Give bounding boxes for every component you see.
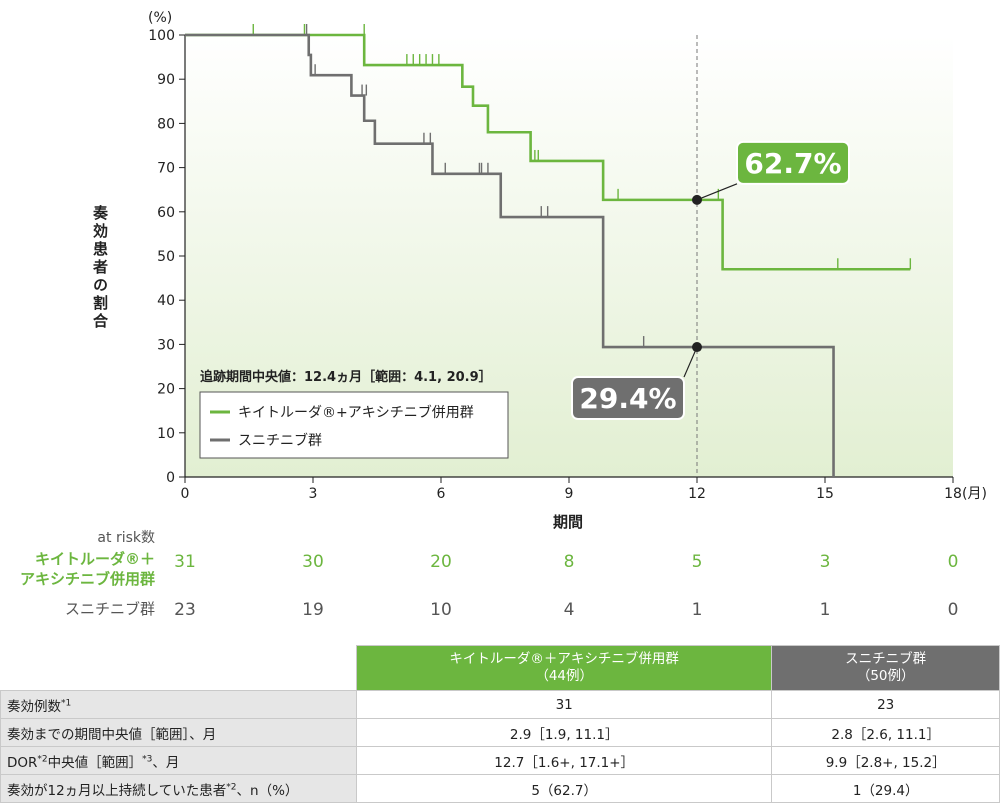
table-row: 奏効例数*1 31 23 <box>0 690 1000 719</box>
column-header-sunitinib-n: （50例） <box>856 668 915 684</box>
y-tick-label: 10 <box>157 426 175 442</box>
at-risk-value: 4 <box>564 600 575 620</box>
callout-point <box>692 342 702 353</box>
x-tick-label: 18 <box>944 486 962 502</box>
table-row: DOR*2中央値［範囲］*3、月 12.7［1.6+, 17.1+］ 9.9［2… <box>0 746 1000 775</box>
callouts: 62.7% 29.4% <box>571 140 850 421</box>
callout-label: 29.4% <box>579 382 676 415</box>
column-header-sunitinib-name: スニチニブ群 <box>845 651 927 667</box>
at-risk-value: 19 <box>302 600 324 620</box>
y-unit-label: (%) <box>148 10 172 26</box>
y-axis-title: 奏効患者の割合 <box>91 204 109 331</box>
cell-pembro: 12.7［1.6+, 17.1+］ <box>355 746 773 775</box>
at-risk-value: 0 <box>948 600 959 620</box>
cell-pembro: 31 <box>355 690 773 719</box>
at-risk-row-label: スニチニブ群 <box>65 600 155 618</box>
row-label: 奏効が12ヵ月以上持続していた患者*2、n（%） <box>0 774 357 803</box>
follow-up-note: 追跡期間中央値：12.4ヵ月［範囲：4.1, 20.9］ <box>200 369 492 385</box>
y-tick-label: 40 <box>157 293 175 309</box>
series-line-1 <box>185 33 835 477</box>
cell-sunitinib: 9.9［2.8+, 15.2］ <box>771 746 1000 775</box>
column-header-pembro-name: キイトルーダ®＋アキシチニブ併用群 <box>449 651 679 667</box>
row-label-text-3: 、月 <box>152 754 180 771</box>
y-tick-label: 80 <box>157 116 175 132</box>
at-risk-value: 23 <box>174 600 196 620</box>
row-label: DOR*2中央値［範囲］*3、月 <box>0 746 357 775</box>
y-tick-label: 90 <box>157 72 175 88</box>
table-corner <box>0 645 357 691</box>
table-row: 奏効までの期間中央値［範囲］、月 2.9［1.9, 11.1］ 2.8［2.6,… <box>0 718 1000 747</box>
cell-pembro: 2.9［1.9, 11.1］ <box>355 718 773 747</box>
row-label-text: 奏効が12ヵ月以上持続していた患者 <box>7 782 227 799</box>
y-tick-label: 70 <box>157 161 175 177</box>
at-risk-value: 10 <box>430 600 452 620</box>
row-label-text-2: 中央値［範囲］ <box>47 754 143 771</box>
at-risk-row-label: キイトルーダ®＋ <box>35 550 155 568</box>
column-header-pembro: キイトルーダ®＋アキシチニブ併用群 （44例） <box>355 645 773 691</box>
callout-point <box>692 194 702 205</box>
callout-box <box>571 376 685 421</box>
legend-label-sunitinib: スニチニブ群 <box>238 432 322 449</box>
series-group <box>185 24 912 477</box>
y-tick-label: 60 <box>157 205 175 221</box>
row-label-text: DOR <box>7 754 38 771</box>
legend-label-pembro: キイトルーダ®+アキシチニブ併用群 <box>238 404 474 421</box>
callout-label: 62.7% <box>744 147 841 180</box>
at-risk-value: 0 <box>948 552 959 572</box>
at-risk-value: 5 <box>692 552 703 572</box>
x-tick-label: 15 <box>816 486 834 502</box>
y-tick-label: 50 <box>157 249 175 265</box>
footnote-mark: *2 <box>226 782 237 792</box>
response-summary-table: キイトルーダ®＋アキシチニブ併用群 （44例） スニチニブ群 （50例） 奏効例数*… <box>0 645 1000 803</box>
x-unit-label: (月) <box>962 486 987 502</box>
table-header-row: キイトルーダ®＋アキシチニブ併用群 （44例） スニチニブ群 （50例） <box>0 645 1000 691</box>
at-risk-row-label: アキシチニブ併用群 <box>20 570 155 588</box>
row-label-text: 奏効例数 <box>7 698 61 715</box>
cell-pembro: 5（62.7） <box>355 774 773 803</box>
column-header-sunitinib: スニチニブ群 （50例） <box>771 645 1000 691</box>
footnote-mark-2: *3 <box>142 754 153 764</box>
row-label-text: 奏効までの期間中央値［範囲］、月 <box>7 726 217 743</box>
legend-box <box>199 391 509 459</box>
callout-box <box>736 140 850 185</box>
x-tick-label: 0 <box>181 486 190 502</box>
y-tick-label: 100 <box>148 28 175 44</box>
table-row: 奏効が12ヵ月以上持続していた患者*2、n（%） 5（62.7） 1（29.4） <box>0 774 1000 803</box>
cell-sunitinib: 1（29.4） <box>771 774 1000 803</box>
callout-leader <box>683 346 698 378</box>
at-risk-value: 8 <box>564 552 575 572</box>
at-risk-value: 31 <box>174 552 196 572</box>
row-label: 奏効までの期間中央値［範囲］、月 <box>0 718 357 747</box>
y-axis: 0 10 20 30 40 50 60 70 80 90 100 <box>148 28 186 486</box>
x-tick-label: 6 <box>437 486 446 502</box>
column-header-pembro-n: （44例） <box>535 668 594 684</box>
at-risk-value: 3 <box>820 552 831 572</box>
footnote-mark: *2 <box>37 754 48 764</box>
x-axis-title: 期間 <box>553 513 583 531</box>
y-tick-label: 0 <box>166 470 175 486</box>
at-risk-value: 20 <box>430 552 452 572</box>
at-risk-value: 30 <box>302 552 324 572</box>
row-label-text-2: 、n（%） <box>236 782 299 799</box>
at-risk-value: 1 <box>692 600 703 620</box>
x-axis: 0 3 6 9 12 15 18 <box>181 476 962 502</box>
callout-leader <box>696 183 738 201</box>
x-tick-label: 3 <box>309 486 318 502</box>
x-tick-label: 9 <box>565 486 574 502</box>
x-tick-label: 12 <box>688 486 706 502</box>
footnote-mark: *1 <box>61 698 72 708</box>
y-tick-label: 20 <box>157 382 175 398</box>
row-label: 奏効例数*1 <box>0 690 357 719</box>
cell-sunitinib: 2.8［2.6, 11.1］ <box>771 718 1000 747</box>
cell-sunitinib: 23 <box>771 690 1000 719</box>
y-tick-label: 30 <box>157 337 175 353</box>
at-risk-value: 1 <box>820 600 831 620</box>
at-risk-header: at risk数 <box>97 530 155 546</box>
